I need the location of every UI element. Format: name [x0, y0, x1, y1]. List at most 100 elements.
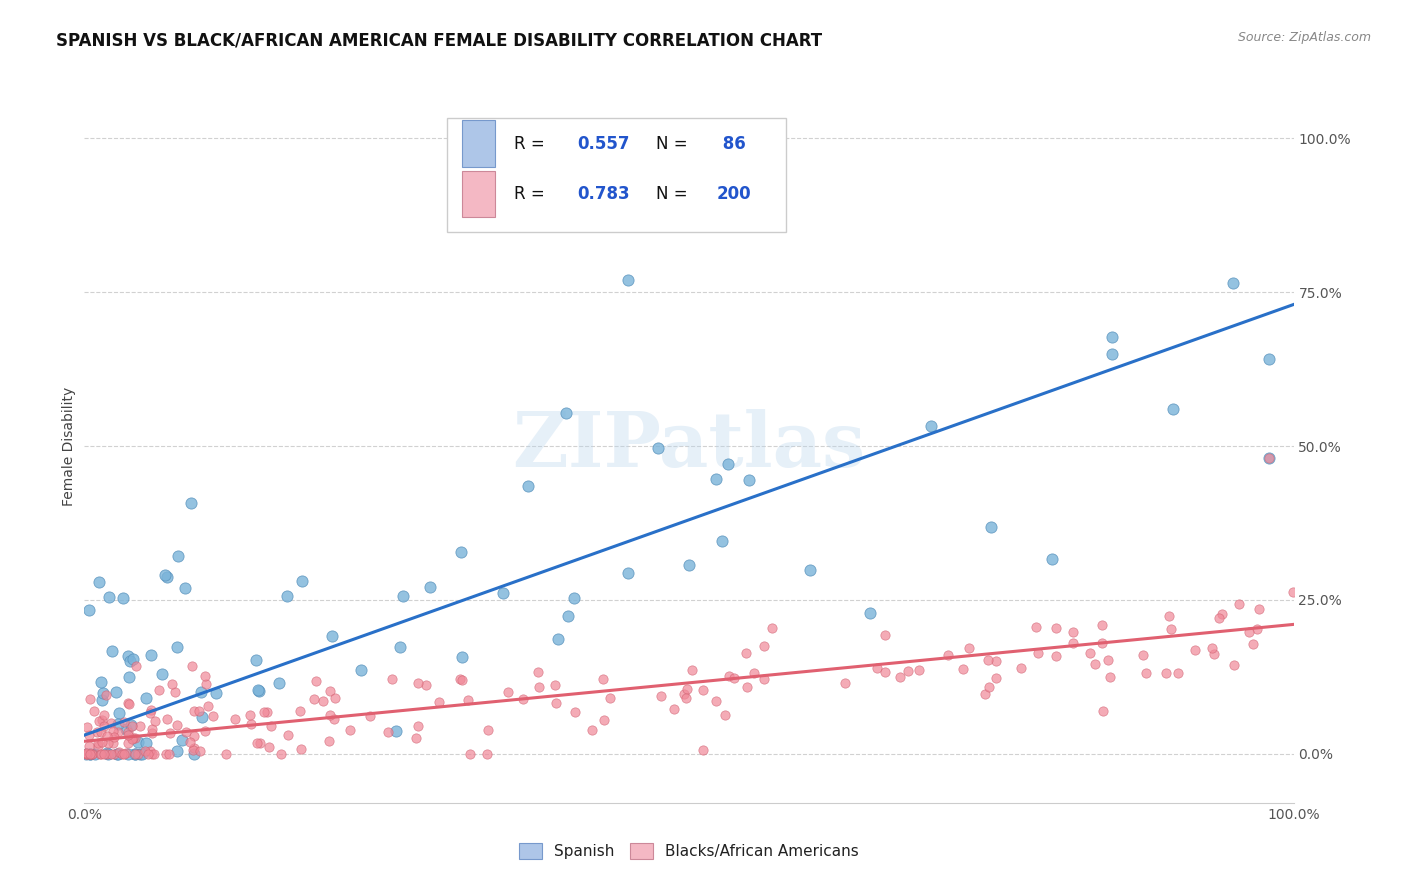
- Text: 0.557: 0.557: [578, 135, 630, 153]
- Point: [166, 717, 188, 731]
- Point: [75, 747, 97, 761]
- Point: [936, 648, 959, 662]
- Point: [1167, 665, 1189, 680]
- Point: [166, 640, 188, 655]
- Point: [155, 747, 177, 761]
- Point: [475, 747, 498, 761]
- Point: [692, 743, 714, 757]
- Point: [617, 566, 640, 580]
- Point: [704, 694, 727, 708]
- Point: [124, 747, 146, 761]
- Point: [1090, 636, 1112, 650]
- Point: [112, 747, 135, 761]
- Point: [79, 747, 101, 761]
- Bar: [461, 170, 495, 217]
- Point: [79, 739, 101, 753]
- Point: [96, 747, 118, 761]
- Point: [1222, 277, 1244, 291]
- Point: [1223, 658, 1246, 673]
- Text: 200: 200: [717, 185, 751, 202]
- Point: [141, 722, 163, 736]
- Point: [174, 581, 197, 595]
- Point: [194, 677, 217, 691]
- Point: [121, 719, 143, 733]
- Point: [738, 473, 761, 487]
- Point: [87, 739, 110, 753]
- Point: [247, 684, 270, 698]
- Point: [415, 678, 437, 692]
- Legend: Spanish, Blacks/African Americans: Spanish, Blacks/African Americans: [512, 835, 866, 866]
- Point: [564, 705, 586, 719]
- Point: [75, 747, 97, 761]
- Point: [517, 479, 540, 493]
- Point: [141, 747, 163, 761]
- Point: [121, 732, 143, 747]
- Point: [735, 646, 758, 660]
- Point: [291, 574, 314, 588]
- Point: [79, 747, 101, 761]
- Point: [253, 705, 276, 719]
- Point: [673, 687, 696, 701]
- Point: [79, 692, 101, 706]
- Point: [190, 685, 212, 699]
- Point: [1010, 661, 1032, 675]
- Point: [406, 719, 429, 733]
- Point: [717, 668, 740, 682]
- Point: [449, 672, 471, 686]
- Point: [1062, 625, 1084, 640]
- Point: [97, 747, 120, 761]
- Point: [120, 654, 142, 668]
- Point: [974, 687, 997, 701]
- Point: [76, 747, 98, 761]
- Point: [678, 558, 700, 572]
- Point: [108, 706, 131, 721]
- Point: [83, 747, 105, 761]
- Point: [180, 496, 202, 510]
- Point: [1184, 642, 1206, 657]
- Point: [554, 406, 576, 420]
- Point: [557, 609, 579, 624]
- Point: [103, 730, 125, 744]
- Point: [754, 640, 776, 654]
- Point: [139, 648, 162, 662]
- Point: [599, 691, 621, 706]
- Point: [166, 744, 188, 758]
- Point: [1201, 641, 1223, 656]
- Point: [108, 746, 131, 760]
- Point: [1159, 608, 1181, 623]
- Point: [115, 722, 138, 736]
- Point: [115, 746, 138, 760]
- Point: [581, 723, 603, 737]
- Point: [492, 585, 515, 599]
- Point: [129, 719, 152, 733]
- Point: [617, 273, 640, 287]
- Point: [323, 690, 346, 705]
- Point: [256, 705, 278, 719]
- Point: [419, 581, 441, 595]
- Point: [681, 663, 703, 677]
- Point: [1028, 646, 1050, 660]
- Point: [142, 747, 165, 761]
- Point: [172, 732, 194, 747]
- Point: [148, 683, 170, 698]
- Point: [112, 714, 135, 729]
- Point: [103, 747, 125, 761]
- Text: 86: 86: [717, 135, 745, 153]
- Point: [159, 726, 181, 740]
- Point: [94, 689, 117, 703]
- Point: [80, 747, 103, 761]
- Point: [90, 693, 112, 707]
- Point: [1211, 607, 1233, 622]
- Point: [181, 743, 204, 757]
- Point: [1258, 451, 1281, 466]
- Point: [138, 706, 160, 720]
- Point: [183, 704, 205, 718]
- Point: [391, 589, 413, 603]
- Point: [75, 746, 97, 760]
- Text: ZIPatlas: ZIPatlas: [512, 409, 866, 483]
- Point: [77, 728, 100, 742]
- Point: [318, 708, 340, 723]
- Point: [80, 747, 103, 761]
- Point: [742, 665, 765, 680]
- Point: [153, 567, 176, 582]
